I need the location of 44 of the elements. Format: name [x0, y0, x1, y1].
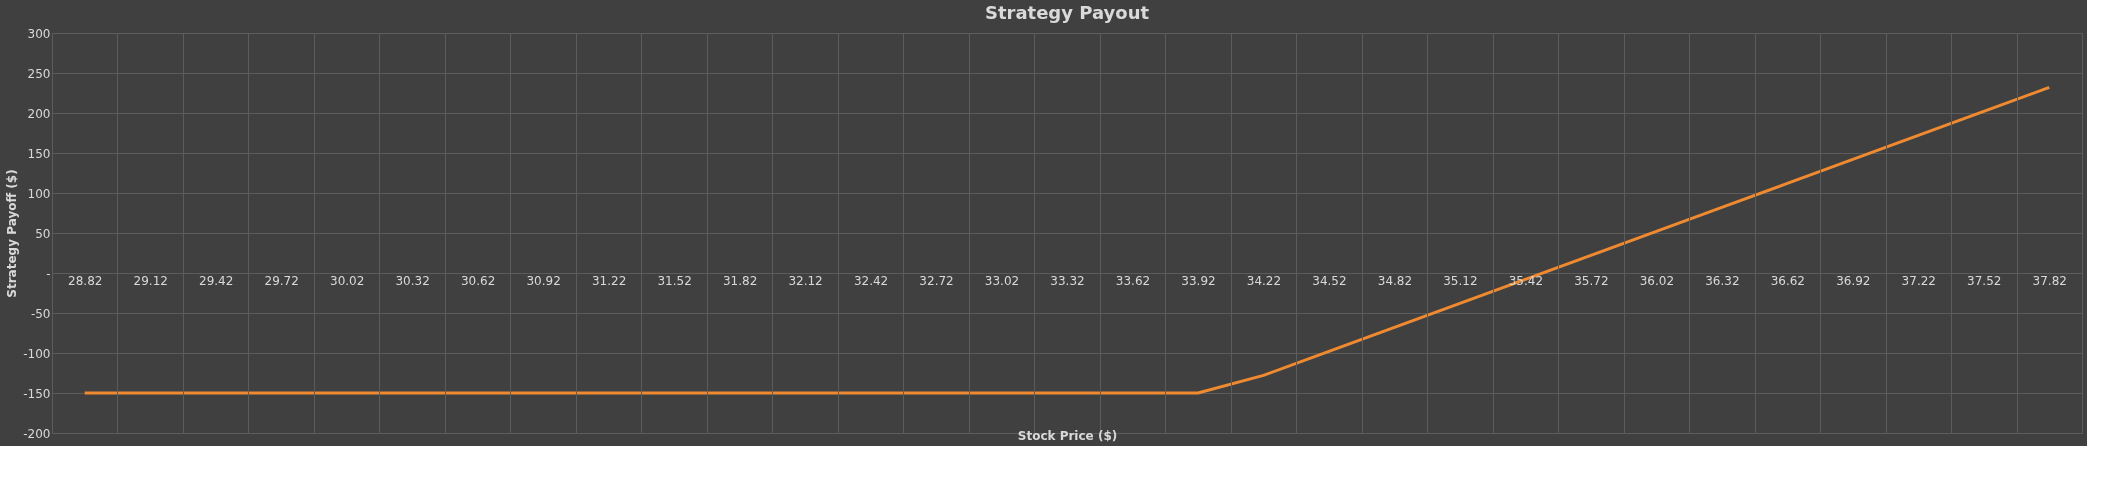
y-tick-label: -200: [23, 426, 51, 441]
x-tick-label: 28.82: [68, 273, 103, 288]
x-tick-label: 29.12: [133, 273, 168, 288]
x-axis-title: Stock Price ($): [1017, 428, 1118, 443]
x-tick-label: 33.92: [1181, 273, 1216, 288]
x-tick-label: 31.52: [657, 273, 692, 288]
x-tick-label: 30.02: [330, 273, 365, 288]
x-tick-label: 32.42: [853, 273, 889, 288]
x-tick-label: 32.12: [788, 273, 823, 288]
x-tick-label: 31.22: [591, 273, 627, 288]
x-tick-label: 32.72: [919, 273, 954, 288]
x-tick-label: 36.92: [1836, 273, 1871, 288]
y-tick-label: 50: [35, 226, 51, 241]
y-tick-label: 250: [27, 66, 51, 81]
x-tick-label: 33.62: [1115, 273, 1151, 288]
x-tick-label: 30.62: [460, 273, 496, 288]
x-tick-label: 35.12: [1443, 273, 1478, 288]
y-axis-title: Strategy Payoff ($): [5, 169, 20, 298]
y-tick-label: -150: [23, 386, 51, 401]
x-tick-label: 33.02: [984, 273, 1020, 288]
x-tick-label: 34.22: [1246, 273, 1282, 288]
x-tick-label: 37.52: [1967, 273, 2002, 288]
x-tick-label: 36.32: [1705, 273, 1740, 288]
x-tick-label: 30.92: [526, 273, 561, 288]
x-tick-label: 31.82: [722, 273, 758, 288]
y-tick-label: -: [46, 266, 51, 281]
x-tick-label: 34.52: [1312, 273, 1347, 288]
x-tick-label: 37.82: [2032, 273, 2067, 288]
x-tick-label: 33.32: [1050, 273, 1085, 288]
y-tick-label: -100: [23, 346, 51, 361]
y-tick-label: 200: [27, 106, 51, 121]
y-tick-label: -50: [30, 306, 51, 321]
y-tick-label: 100: [27, 186, 51, 201]
x-tick-label: 36.02: [1639, 273, 1675, 288]
chart-title: Strategy Payout: [984, 2, 1150, 23]
x-tick-label: 35.72: [1574, 273, 1609, 288]
x-tick-label: 37.22: [1901, 273, 1936, 288]
x-tick-label: 29.72: [264, 273, 299, 288]
x-tick-label: 34.82: [1377, 273, 1413, 288]
x-tick-label: 36.62: [1770, 273, 1805, 288]
y-tick-label: 300: [27, 26, 51, 41]
x-tick-label: 30.32: [395, 273, 430, 288]
x-tick-label: 29.42: [199, 273, 234, 288]
y-tick-label: 150: [27, 146, 51, 161]
